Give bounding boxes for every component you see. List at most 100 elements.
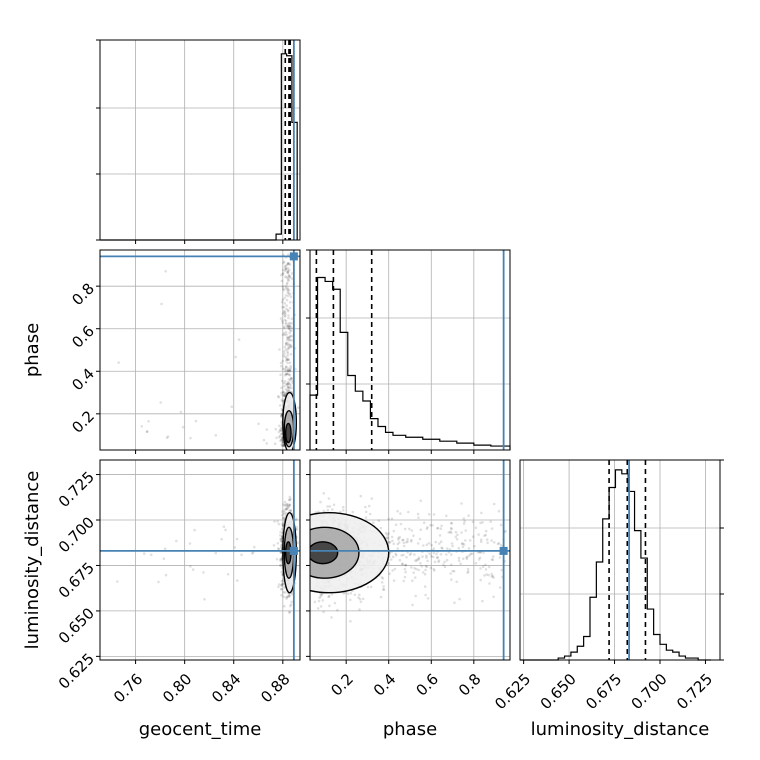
sample-point <box>280 364 283 368</box>
sample-point <box>284 355 287 359</box>
sample-point <box>425 554 428 558</box>
sample-point <box>164 270 167 273</box>
sample-point <box>322 610 325 614</box>
scatter-panel-distance-vs-phase: 0.2 0.4 0.6 0.8 <box>306 459 511 700</box>
sample-point <box>389 558 393 561</box>
sample-point <box>367 504 371 508</box>
sample-point <box>393 567 397 571</box>
sample-point <box>390 535 394 539</box>
sample-point <box>288 498 291 502</box>
sample-point <box>282 381 286 385</box>
sample-point <box>435 556 439 559</box>
sample-point <box>285 298 289 302</box>
sample-point <box>396 542 400 546</box>
sample-point <box>279 373 282 377</box>
sample-point <box>449 531 453 534</box>
sample-point <box>284 275 287 279</box>
sample-point <box>284 323 288 326</box>
sample-point <box>283 310 287 314</box>
sample-point <box>280 300 284 304</box>
sample-point <box>402 553 405 557</box>
sample-point <box>286 325 289 328</box>
x-tick-label: 0.700 <box>628 670 671 713</box>
sample-point <box>278 424 281 428</box>
sample-point <box>284 287 288 290</box>
sample-point <box>498 586 502 589</box>
x-tick-label: 0.725 <box>673 670 716 713</box>
sample-point <box>220 537 223 541</box>
sample-point <box>492 502 496 506</box>
sample-point <box>284 342 288 345</box>
sample-point <box>409 552 413 555</box>
sample-point <box>280 584 283 587</box>
sample-point <box>500 568 504 572</box>
sample-point <box>415 567 418 571</box>
sample-point <box>282 390 285 394</box>
x-axis-label-luminosity-distance: luminosity_distance <box>531 719 710 740</box>
sample-point <box>283 345 287 349</box>
sample-point <box>328 604 331 608</box>
y-tick-label: 0.6 <box>68 322 98 352</box>
sample-point <box>287 309 290 313</box>
sample-point <box>279 559 282 563</box>
sample-point <box>441 547 444 550</box>
density-contours <box>310 512 390 594</box>
sample-point <box>191 568 195 571</box>
sample-point <box>281 268 285 272</box>
sample-point <box>400 562 404 566</box>
sample-point <box>457 546 461 550</box>
sample-point <box>280 398 284 402</box>
sample-point <box>286 382 290 386</box>
sample-point <box>368 512 372 516</box>
sample-point <box>276 542 280 545</box>
sample-point <box>462 517 466 520</box>
sample-point <box>287 322 290 325</box>
sample-point <box>420 565 424 568</box>
sample-point <box>281 513 284 517</box>
sample-point <box>425 527 429 530</box>
sample-point <box>283 311 286 315</box>
scatter-points <box>116 495 300 614</box>
sample-point <box>282 591 285 594</box>
sample-point <box>274 427 278 431</box>
sample-point <box>377 519 381 522</box>
sample-point <box>175 539 178 543</box>
sample-point <box>401 538 404 542</box>
sample-point <box>279 544 283 547</box>
sample-point <box>279 414 283 418</box>
sample-point <box>412 534 415 537</box>
sample-point <box>288 335 292 338</box>
sample-point <box>439 540 443 543</box>
sample-point <box>289 364 292 368</box>
sample-point <box>349 591 353 595</box>
scatter-points <box>117 253 300 448</box>
x-tick-label: 0.675 <box>582 670 625 713</box>
sample-point <box>287 386 290 390</box>
sample-point <box>432 513 436 516</box>
sample-point <box>391 555 395 559</box>
sample-point <box>392 529 396 533</box>
sample-point <box>434 540 438 544</box>
sample-point <box>283 367 287 371</box>
sample-point <box>284 391 288 395</box>
sample-point <box>413 553 416 556</box>
panel-frame <box>309 459 511 661</box>
sample-point <box>284 507 288 511</box>
sample-point <box>284 343 288 347</box>
sample-point <box>282 503 285 506</box>
sample-point <box>436 526 440 530</box>
sample-point <box>288 498 291 502</box>
sample-point <box>287 505 291 509</box>
sample-point <box>284 285 287 288</box>
sample-point <box>285 505 288 508</box>
sample-point <box>498 556 502 559</box>
y-axis-label-luminosity-distance: luminosity_distance <box>22 471 43 650</box>
sample-point <box>273 520 276 523</box>
sample-point <box>425 543 429 546</box>
sample-point <box>280 279 284 283</box>
sample-point <box>398 558 402 562</box>
x-tick-label: 0.650 <box>537 670 580 713</box>
sample-point <box>284 373 288 376</box>
sample-point <box>280 407 284 411</box>
